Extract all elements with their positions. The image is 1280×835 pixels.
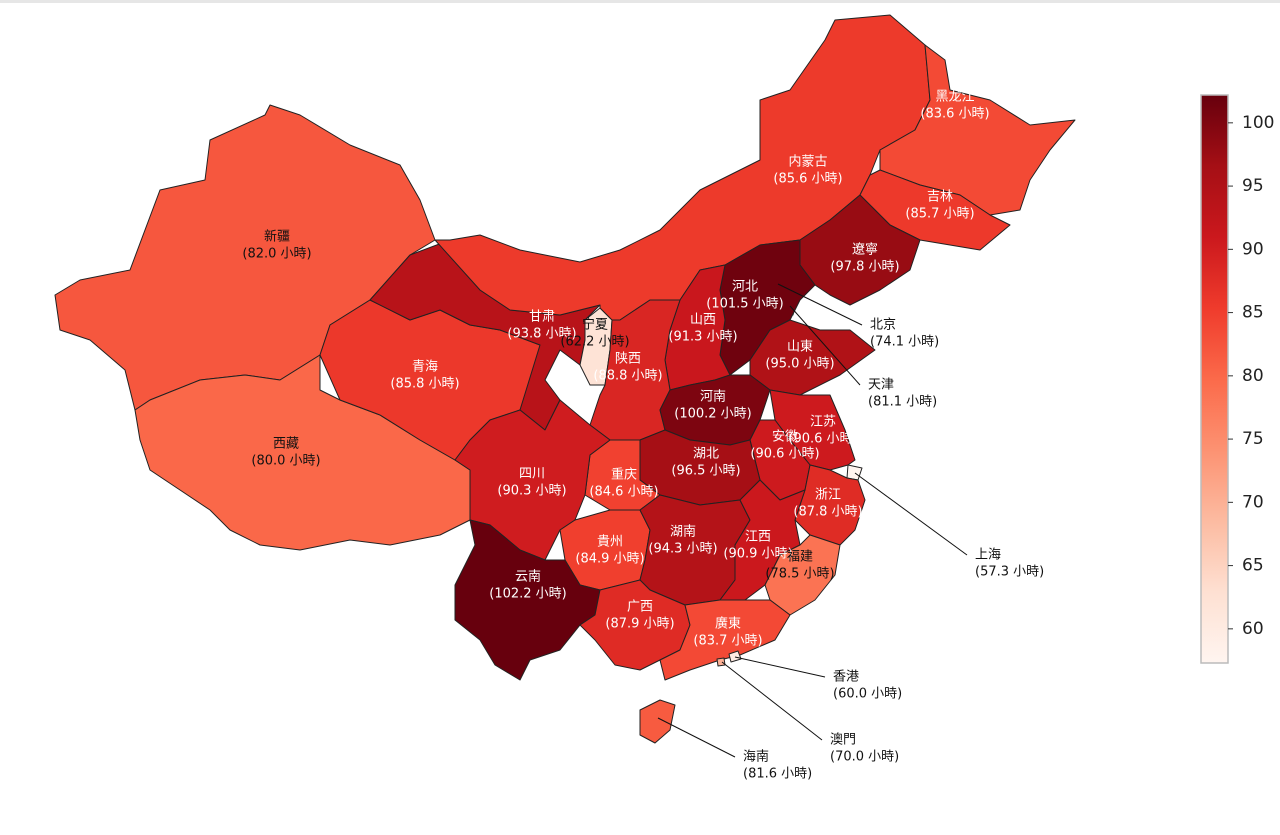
province — [879, 44, 1076, 216]
region-value-label: (87.9 小時) — [605, 617, 674, 632]
region-name: 上海 — [975, 548, 1001, 563]
province — [639, 699, 676, 744]
region-name: 广西 — [627, 600, 653, 615]
region-value-label: (84.6 小時) — [589, 485, 658, 500]
region-value-label: (70.0 小時) — [830, 750, 899, 765]
region-name: 福建 — [787, 550, 813, 565]
region-name: 宁夏 — [582, 317, 608, 333]
region-value-label: (93.8 小時) — [507, 327, 576, 342]
region-value-label: (78.5 小時) — [765, 567, 834, 582]
region-name: 江西 — [745, 530, 771, 545]
colorbar-gradient — [1200, 94, 1229, 664]
region-value-label: (60.0 小時) — [833, 687, 902, 702]
region-name: 澳門 — [830, 732, 856, 748]
regions — [54, 14, 1076, 744]
colorbar-tick-label: 65 — [1242, 556, 1264, 576]
region-name: 湖北 — [693, 447, 719, 462]
callout-line — [854, 472, 968, 556]
region-value-label: (95.0 小時) — [765, 357, 834, 372]
region-name: 北京 — [870, 318, 896, 333]
region-value-label: (100.2 小時) — [674, 407, 752, 422]
region-name: 甘肃 — [529, 310, 555, 325]
region-name: 重庆 — [611, 467, 637, 483]
region-name: 湖南 — [670, 524, 696, 540]
region-name: 吉林 — [927, 190, 953, 205]
region-value-label: (85.7 小時) — [905, 207, 974, 222]
region-value-label: (90.9 小時) — [723, 547, 792, 562]
region-name: 安徽 — [772, 430, 798, 445]
colorbar-tick-label: 70 — [1242, 492, 1264, 512]
top-edge — [0, 0, 1280, 3]
region-value-label: (87.8 小時) — [793, 505, 862, 520]
province — [764, 534, 841, 616]
province — [794, 464, 866, 546]
region-name: 内蒙古 — [788, 154, 827, 170]
colorbar-tick-label: 100 — [1242, 113, 1274, 133]
colorbar-tick-label: 80 — [1242, 366, 1264, 386]
colorbar-tick-label: 90 — [1242, 239, 1264, 259]
region-name: 海南 — [743, 749, 769, 765]
region-name: 云南 — [515, 569, 541, 585]
callout-line — [789, 305, 861, 386]
region-value-label: (90.6 小時) — [750, 447, 819, 462]
region-value-label: (94.3 小時) — [648, 542, 717, 557]
labels: 新疆 (82.0 小時) 西藏 (80.0 小時) 青海 (85.8 小時) 甘肃 (93.8… — [242, 90, 1044, 782]
region-value-label: (80.0 小時) — [251, 454, 320, 469]
region-name: 江苏 — [810, 414, 836, 430]
region-value-label: (85.6 小時) — [773, 172, 842, 187]
callout-line — [721, 661, 823, 741]
province — [846, 464, 863, 481]
region-value-label: (74.1 小時) — [870, 335, 939, 350]
region-name: 河南 — [700, 389, 726, 405]
region-value-label: (62.2 小時) — [560, 335, 629, 350]
region-name: 天津 — [868, 378, 894, 393]
region-value-label: (81.6 小時) — [743, 767, 812, 782]
province — [749, 319, 876, 396]
region-name: 香港 — [833, 670, 859, 685]
region-name: 浙江 — [815, 488, 841, 503]
region-name: 四川 — [519, 467, 545, 482]
region-value-label: (82.0 小時) — [242, 247, 311, 262]
region-value-label: (81.1 小時) — [868, 395, 937, 410]
region-value-label: (57.3 小時) — [975, 565, 1044, 580]
colorbar: 60 65 70 75 80 85 90 95 100 — [1200, 94, 1274, 664]
province — [728, 650, 742, 663]
region-name: 河北 — [732, 280, 758, 295]
region-value-label: (83.7 小時) — [693, 634, 762, 649]
region-value-label: (90.3 小時) — [497, 484, 566, 499]
region-value-label: (83.6 小時) — [920, 107, 989, 122]
region-value-label: (97.8 小時) — [830, 260, 899, 275]
region-value-label: (91.3 小時) — [668, 330, 737, 345]
colorbar-tick-label: 85 — [1242, 303, 1264, 323]
region-value-label: (85.8 小時) — [390, 377, 459, 392]
region-name: 山東 — [787, 339, 813, 355]
region-value-label: (96.5 小時) — [671, 464, 740, 479]
region-value-label: (102.2 小時) — [489, 587, 567, 602]
callout-line — [777, 283, 863, 326]
province — [454, 519, 601, 681]
colorbar-tick-label: 75 — [1242, 429, 1264, 449]
region-name: 黑龙江 — [935, 90, 974, 105]
region-name: 陕西 — [615, 352, 641, 367]
region-name: 貴州 — [597, 535, 623, 550]
callout-line — [734, 656, 826, 678]
region-value-label: (88.8 小時) — [593, 369, 662, 384]
colorbar-tick-label: 95 — [1242, 176, 1264, 196]
region-value-label: (101.5 小時) — [706, 297, 784, 312]
region-value-label: (90.6 小時) — [788, 432, 857, 447]
region-value-label: (84.9 小時) — [575, 552, 644, 567]
province — [454, 399, 611, 561]
colorbar-tick-label: 60 — [1242, 619, 1264, 639]
region-name: 廣東 — [715, 616, 741, 632]
region-name: 山西 — [690, 313, 716, 328]
callout-line — [657, 717, 736, 758]
region-name: 青海 — [412, 360, 438, 375]
region-name: 遼寧 — [852, 242, 878, 258]
region-name: 西藏 — [273, 437, 299, 452]
province — [716, 657, 726, 667]
region-name: 新疆 — [264, 229, 290, 245]
